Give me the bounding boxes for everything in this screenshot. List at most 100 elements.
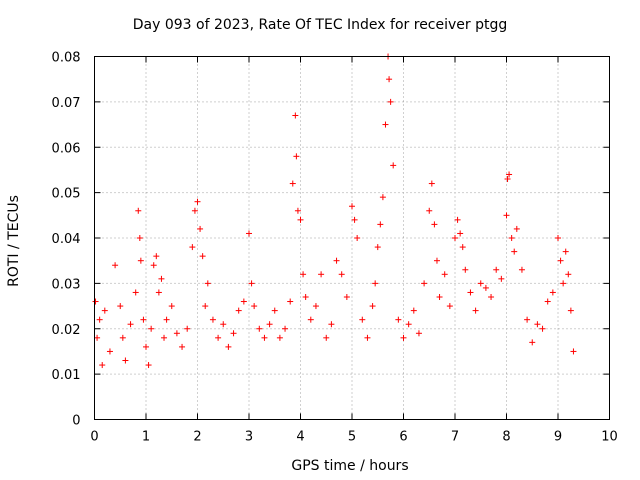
data-point xyxy=(158,275,165,282)
data-point xyxy=(163,316,170,323)
data-point xyxy=(374,244,381,251)
data-point xyxy=(256,325,263,332)
x-axis-label: GPS time / hours xyxy=(291,458,408,474)
data-point xyxy=(235,307,242,314)
data-point xyxy=(137,257,144,264)
data-point xyxy=(369,303,376,310)
x-tick-label: 0 xyxy=(90,430,98,445)
data-point xyxy=(433,257,440,264)
data-point xyxy=(276,334,283,341)
data-point xyxy=(96,316,103,323)
data-point xyxy=(477,280,484,287)
data-point xyxy=(251,303,258,310)
data-point xyxy=(145,362,152,369)
data-point xyxy=(302,293,309,300)
data-point xyxy=(570,348,577,355)
data-point xyxy=(140,316,147,323)
data-point xyxy=(511,248,518,255)
chart-title: Day 093 of 2023, Rate Of TEC Index for r… xyxy=(132,17,508,33)
data-point xyxy=(562,248,569,255)
data-point xyxy=(498,275,505,282)
data-point xyxy=(248,280,255,287)
data-point xyxy=(225,343,232,350)
data-point xyxy=(415,330,422,337)
y-tick-label: 0.01 xyxy=(52,368,81,383)
data-point xyxy=(549,289,556,296)
data-point xyxy=(405,321,412,328)
data-point xyxy=(220,321,227,328)
data-point xyxy=(518,266,525,273)
y-tick-label: 0.04 xyxy=(52,232,81,247)
data-point xyxy=(493,266,500,273)
data-point xyxy=(136,235,143,241)
data-point xyxy=(150,262,157,269)
data-point xyxy=(467,289,474,296)
x-tick-label: 1 xyxy=(142,430,150,445)
x-tick-label: 10 xyxy=(601,430,618,445)
data-point xyxy=(119,334,126,341)
y-tick-label: 0.08 xyxy=(52,51,81,66)
x-tick-label: 4 xyxy=(296,430,304,445)
data-point xyxy=(359,316,366,323)
data-point xyxy=(179,343,186,350)
data-point xyxy=(197,225,204,232)
data-point xyxy=(379,194,386,201)
data-point xyxy=(506,171,513,178)
data-point xyxy=(184,325,191,332)
data-point xyxy=(428,180,435,187)
data-point xyxy=(168,303,175,310)
data-point xyxy=(386,76,393,83)
data-point xyxy=(400,334,407,341)
data-point xyxy=(349,203,355,210)
data-point xyxy=(101,307,108,314)
data-point xyxy=(377,221,384,228)
data-point xyxy=(307,316,314,323)
data-point xyxy=(261,334,268,341)
data-point xyxy=(431,221,438,228)
data-point xyxy=(565,271,572,278)
data-point xyxy=(421,280,428,287)
data-point xyxy=(328,321,335,328)
data-point xyxy=(155,289,162,296)
y-tick-label: 0.03 xyxy=(52,277,81,292)
data-point xyxy=(106,348,113,355)
data-point xyxy=(202,303,209,310)
data-point xyxy=(534,321,541,328)
data-point xyxy=(112,262,119,269)
data-point xyxy=(117,303,124,310)
data-point xyxy=(199,253,206,260)
data-point xyxy=(539,325,546,332)
data-point xyxy=(488,293,495,300)
data-point xyxy=(312,303,319,310)
data-point xyxy=(148,325,155,332)
data-point xyxy=(343,293,350,300)
grid-layer xyxy=(94,56,610,420)
data-point xyxy=(173,330,180,337)
data-point xyxy=(364,334,371,341)
data-point xyxy=(153,253,160,260)
data-point xyxy=(441,271,448,278)
data-point xyxy=(567,307,574,314)
data-point xyxy=(351,216,358,223)
data-point xyxy=(230,330,237,337)
data-point xyxy=(282,325,289,332)
data-point xyxy=(544,298,551,305)
y-tick-label: 0.07 xyxy=(52,96,81,111)
x-tick-label: 5 xyxy=(348,430,356,445)
data-point xyxy=(271,307,278,314)
data-point xyxy=(94,334,101,341)
data-point xyxy=(454,216,461,223)
data-point xyxy=(161,334,168,341)
data-point xyxy=(504,176,511,183)
data-point xyxy=(215,334,222,341)
data-point xyxy=(426,207,433,214)
data-point xyxy=(99,362,106,369)
data-point xyxy=(513,225,520,232)
x-tick-label: 3 xyxy=(245,430,253,445)
data-point xyxy=(318,271,325,278)
data-point xyxy=(209,316,216,323)
data-point xyxy=(300,271,307,278)
data-point xyxy=(410,307,417,314)
data-point xyxy=(482,284,489,291)
